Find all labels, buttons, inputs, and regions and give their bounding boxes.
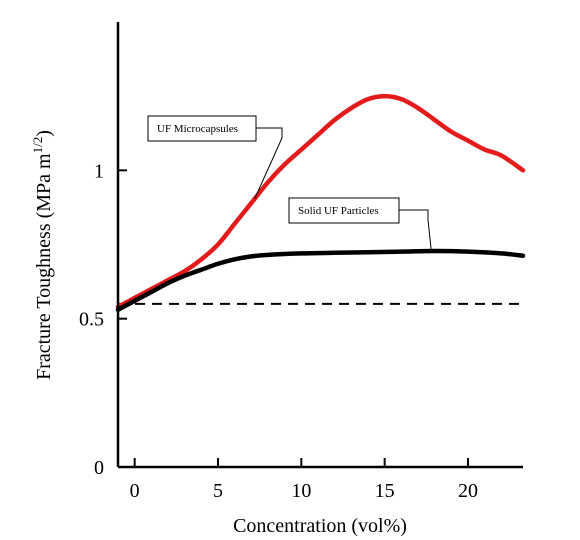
annotation-leader-solid-uf-particles	[399, 209, 432, 252]
y-axis-title-sup: 1/2	[30, 137, 45, 154]
y-axis-title: Fracture Toughness (MPa m1/2)	[30, 130, 55, 380]
axes: 00.510 5 10 15 20	[79, 22, 523, 502]
x-tick-label: 15	[375, 480, 395, 502]
series-line-solid-uf-particles	[115, 248, 526, 313]
annotation-box-uf-microcapsules	[147, 115, 257, 142]
y-tick-label: 1	[94, 160, 104, 182]
annotation-label-uf-microcapsules: UF Microcapsules	[157, 123, 238, 135]
x-tick-label: 5	[213, 480, 223, 502]
x-tick-label: 20	[458, 480, 478, 502]
annotation-box-solid-uf-particles	[288, 197, 400, 224]
x-tick-label: 10	[291, 480, 311, 502]
x-axis-title: Concentration (vol%)	[233, 515, 407, 537]
series-line-uf-microcapsules	[115, 93, 526, 310]
y-axis-title-close: )	[33, 130, 55, 137]
x-tick-label: 0	[130, 480, 140, 502]
y-tick-label: 0.5	[79, 309, 104, 331]
y-axis-title-main: Fracture Toughness (MPa m	[33, 153, 55, 380]
y-tick-label: 0	[94, 457, 104, 479]
annotation-label-solid-uf-particles: Solid UF Particles	[298, 205, 379, 217]
annotation-leader-uf-microcapsules	[254, 127, 283, 200]
annotations: UF Microcapsules Solid UF Particles	[147, 115, 432, 252]
plot-area	[115, 93, 526, 313]
